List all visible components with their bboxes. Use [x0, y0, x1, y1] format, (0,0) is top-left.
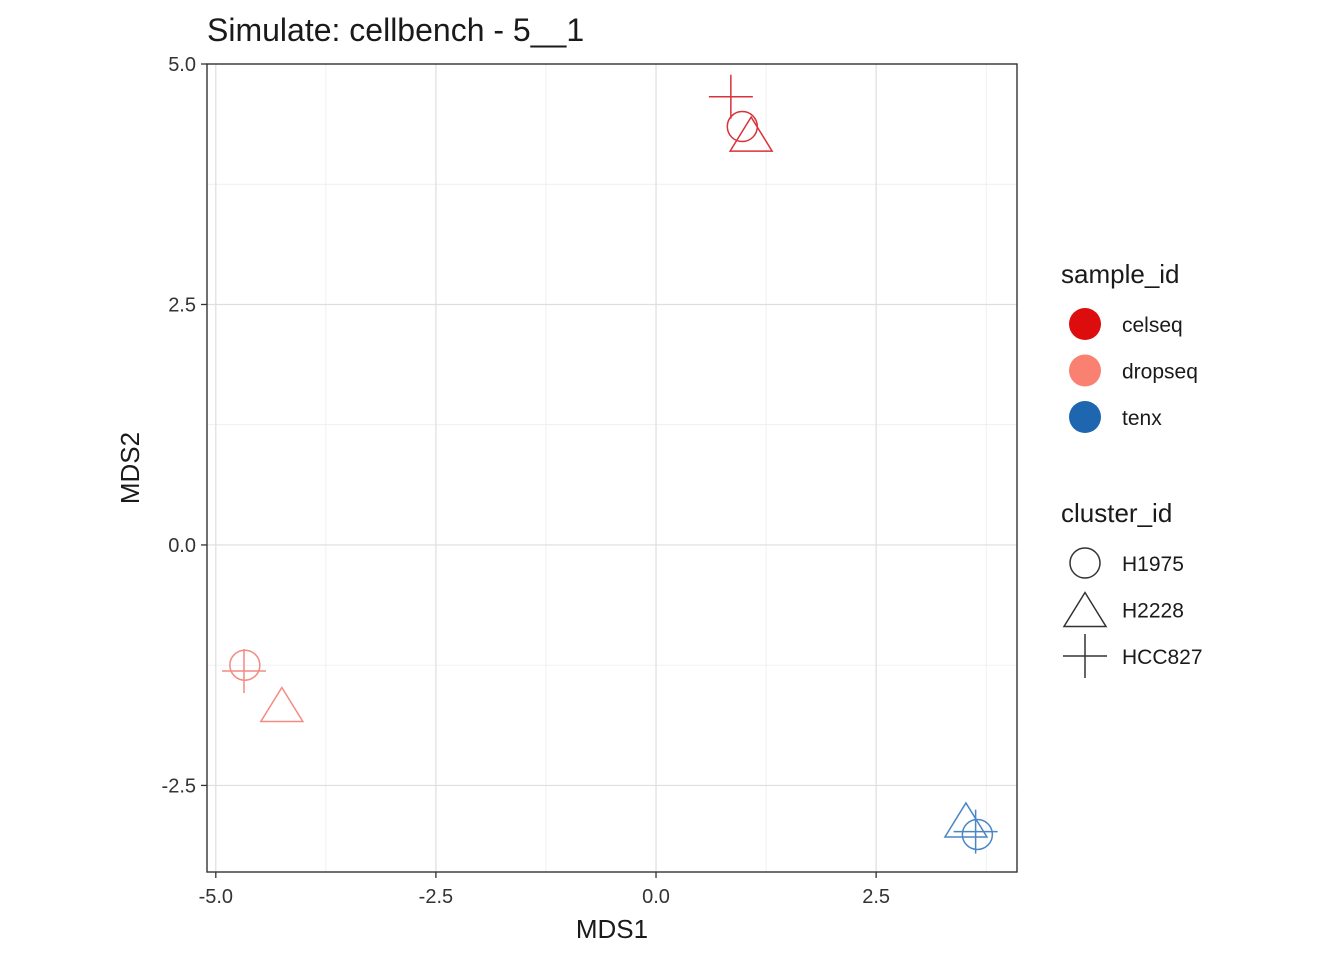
- point-tenx-H1975: [961, 818, 994, 851]
- legend-swatch-celseq: [1069, 308, 1101, 340]
- point-dropseq-H1975: [229, 649, 261, 681]
- point-tenx-H2228: [943, 801, 989, 838]
- sample-id-legend-title: sample_id: [1061, 259, 1180, 289]
- grid-lines: [207, 63, 1017, 872]
- point-dropseq-H2228: [259, 686, 305, 723]
- legend-label-dropseq: dropseq: [1122, 361, 1198, 384]
- y-tick-label: -2.5: [162, 775, 196, 797]
- y-axis: -2.5 0.0 2.5 5.0: [162, 54, 207, 797]
- x-tick-label: -5.0: [199, 886, 233, 908]
- point-dropseq-HCC827: [221, 648, 266, 693]
- legend-key-H2228: [1062, 591, 1108, 628]
- y-tick-label: 0.0: [168, 535, 196, 557]
- cluster-id-legend: cluster_id H1975 H2228 HCC827: [1061, 498, 1203, 678]
- y-tick-label: 2.5: [168, 294, 196, 316]
- plot-background: [207, 64, 1017, 872]
- data-points: [221, 74, 998, 854]
- y-tick-label: 5.0: [168, 54, 196, 76]
- point-celseq-H2228: [728, 115, 774, 152]
- plot-panel: [206, 63, 1018, 873]
- cluster-id-legend-title: cluster_id: [1061, 498, 1172, 528]
- x-tick-label: 0.0: [642, 886, 670, 908]
- point-tenx-HCC827: [953, 809, 998, 854]
- point-celseq-HCC827: [708, 74, 753, 119]
- sample-id-legend: sample_id celseq dropseq tenx: [1061, 259, 1198, 433]
- y-axis-title: MDS2: [115, 432, 145, 504]
- x-tick-label: 2.5: [862, 886, 890, 908]
- legend-label-celseq: celseq: [1122, 314, 1183, 337]
- legend-key-H1975: [1069, 547, 1101, 579]
- legend-key-HCC827: [1063, 634, 1107, 678]
- legend-label-H2228: H2228: [1122, 600, 1184, 623]
- x-axis-title: MDS1: [576, 914, 648, 944]
- chart-title: Simulate: cellbench - 5__1: [207, 12, 584, 48]
- legend-label-HCC827: HCC827: [1122, 646, 1203, 669]
- legend-label-H1975: H1975: [1122, 553, 1184, 576]
- x-axis: -5.0 -2.5 0.0 2.5: [199, 872, 890, 908]
- legend-swatch-tenx: [1069, 401, 1101, 433]
- x-tick-label: -2.5: [419, 886, 453, 908]
- legend-label-tenx: tenx: [1122, 407, 1162, 430]
- legend-swatch-dropseq: [1069, 354, 1101, 387]
